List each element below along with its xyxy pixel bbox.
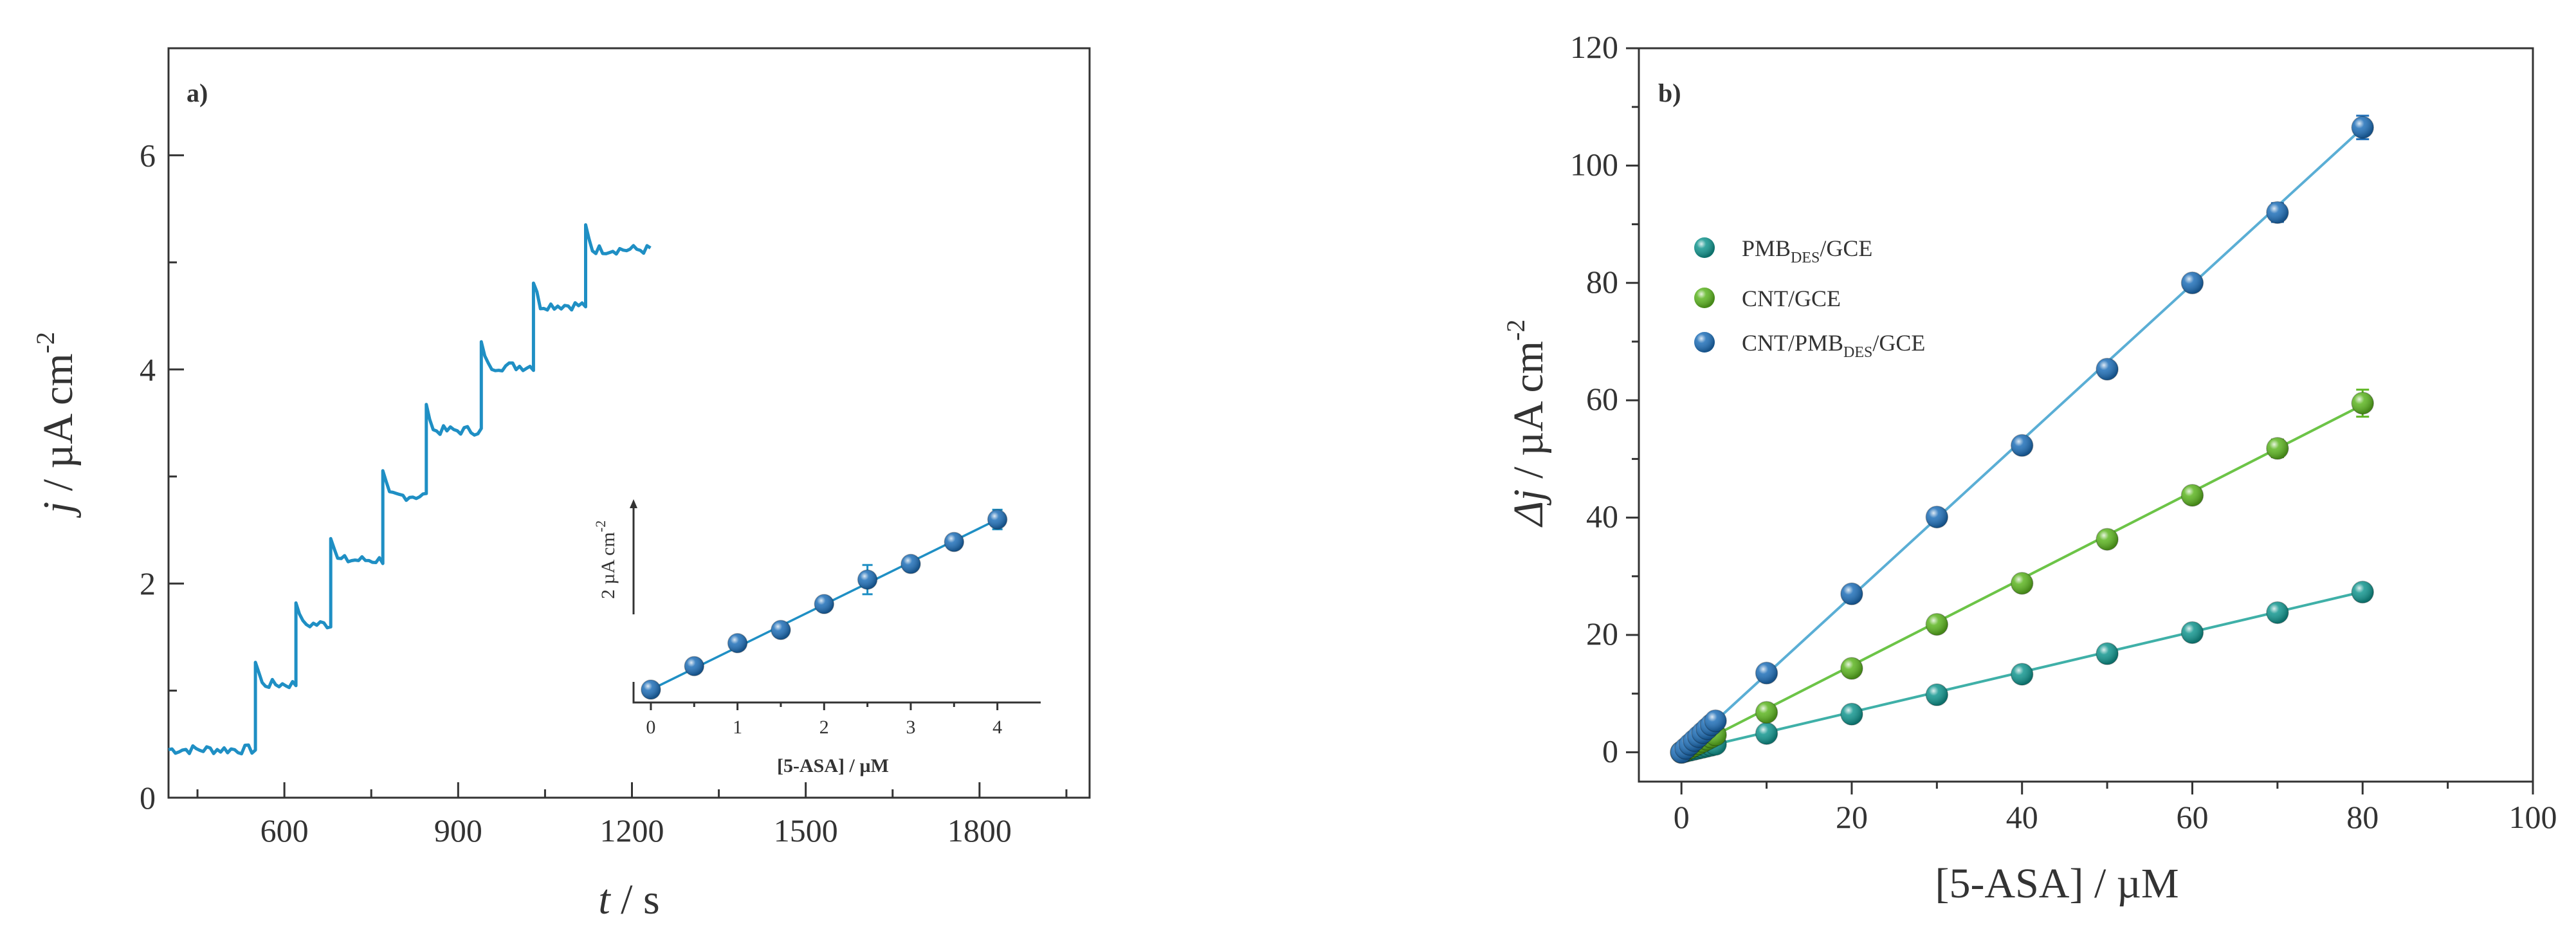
data-point-shine — [2181, 484, 2204, 506]
legend-marker-cnt-pmb-shine — [1694, 332, 1715, 353]
data-point-shine — [1755, 722, 1778, 745]
data-point-shine — [1755, 701, 1778, 724]
data-point-shine — [2011, 434, 2033, 457]
y-tick-label-60: 60 — [1586, 381, 1618, 417]
current-trace — [168, 223, 652, 756]
chart-b-xlabel: [5-ASA] / µM — [1935, 860, 2179, 907]
chart-b-panel-label: b) — [1658, 78, 1681, 107]
inset-x-tick-label-0: 0 — [646, 717, 655, 738]
y-tick-label-100: 100 — [1570, 146, 1618, 182]
legend-entry: CNT/PMBDES/GCE — [1694, 330, 1925, 361]
inset-point-shine — [900, 554, 920, 574]
series-2 — [1670, 115, 2374, 764]
inset-x-tick-label-4: 4 — [992, 717, 1002, 738]
legend-marker-pmb-shine — [1694, 237, 1715, 258]
y-tick-label-20: 20 — [1586, 616, 1618, 652]
x-tick-label-1800: 1800 — [947, 812, 1012, 849]
chart-a-xlabel: t / s — [598, 876, 659, 923]
inset-point-shine — [727, 633, 747, 653]
inset-point-shine — [987, 509, 1007, 529]
x-tick-label-1500: 1500 — [774, 812, 838, 849]
chart-b-legend: PMBDES/GCE CNT/GCE CNT/PMBDES/GCE — [1694, 235, 1925, 361]
inset-point-shine — [684, 656, 704, 676]
data-point-shine — [2352, 581, 2374, 603]
legend-label-cnt-pmb: CNT/PMBDES/GCE — [1742, 330, 1925, 361]
legend-entry: PMBDES/GCE — [1694, 235, 1872, 266]
data-point-shine — [2352, 116, 2374, 139]
inset-point-shine — [857, 570, 877, 589]
chart-b: b) 0 20 40 60 80 100 0 20 40 60 80 100 120 [5-ASA] /… — [1501, 29, 2557, 907]
chart-a-panel-label: a) — [187, 78, 208, 107]
inset-scale-bar-label: 2 µA cm-2 — [592, 520, 619, 599]
y-tick-label-120: 120 — [1570, 29, 1618, 65]
x-tick-label-1200: 1200 — [600, 812, 664, 849]
chart-b-ylabel: Δj / µA cm-2 — [1501, 320, 1552, 528]
data-point-shine — [1840, 703, 1863, 726]
x-tick-label-40: 40 — [2006, 799, 2038, 835]
y-tick-label-80: 80 — [1586, 264, 1618, 300]
inset-point-shine — [944, 532, 964, 552]
inset-x-tick-label-1: 1 — [733, 717, 742, 738]
data-point-shine — [2266, 601, 2288, 624]
chart-a-ylabel: j / µA cm-2 — [31, 332, 82, 518]
inset-point-shine — [641, 680, 661, 699]
y-tick-label-40: 40 — [1586, 499, 1618, 535]
chart-a-ticks: 600 900 1200 1500 1800 0 2 4 6 — [140, 137, 1068, 849]
inset-x-tick-label-2: 2 — [819, 717, 829, 738]
inset-xlabel: [5-ASA] / µM — [777, 755, 889, 776]
inset-axes — [632, 682, 1041, 704]
inset-point-shine — [814, 594, 834, 614]
legend-entry: CNT/GCE — [1694, 286, 1841, 311]
data-point-shine — [1926, 613, 1948, 636]
x-tick-label-900: 900 — [434, 812, 482, 849]
y-tick-label-4: 4 — [140, 351, 156, 387]
data-point-shine — [1926, 506, 1948, 528]
y-tick-label-0: 0 — [1602, 733, 1618, 769]
chart-b-frame — [1638, 47, 2534, 783]
data-point-shine — [2096, 528, 2119, 551]
inset-series — [641, 508, 1008, 700]
x-tick-label-20: 20 — [1836, 799, 1868, 835]
chart-b-ticks: 0 20 40 60 80 100 0 20 40 60 80 100 120 — [1570, 29, 2557, 835]
inset-x-tick-label-3: 3 — [906, 717, 915, 738]
x-tick-label-60: 60 — [2176, 799, 2208, 835]
data-point-shine — [2096, 643, 2119, 665]
data-point-shine — [2266, 201, 2288, 224]
y-tick-label-6: 6 — [140, 137, 156, 173]
legend-label-pmb: PMBDES/GCE — [1742, 235, 1872, 266]
chart-a-frame — [167, 47, 1091, 799]
data-point-shine — [2011, 663, 2033, 686]
chart-a-inset: 2 µA cm-2 0 1 2 3 4 [5-ASA] / µM — [592, 499, 1041, 776]
data-point-shine — [2352, 392, 2374, 414]
data-point-shine — [2096, 358, 2119, 380]
x-tick-label-0: 0 — [1674, 799, 1690, 835]
x-tick-label-100: 100 — [2509, 799, 2557, 835]
data-point-shine — [1840, 657, 1863, 679]
chart-b-series — [1670, 115, 2374, 764]
y-tick-label-2: 2 — [140, 565, 156, 601]
data-point-shine — [2266, 437, 2288, 459]
legend-label-cnt: CNT/GCE — [1742, 286, 1841, 311]
y-tick-label-0: 0 — [140, 780, 156, 816]
inset-ticks: 0 1 2 3 4 — [646, 702, 1002, 738]
x-tick-label-600: 600 — [260, 812, 309, 849]
data-point-shine — [1926, 684, 1948, 706]
legend-marker-cnt-shine — [1694, 288, 1715, 308]
inset-scale-bar-arrow — [630, 499, 637, 508]
data-point-shine — [1840, 583, 1863, 605]
chart-a-series — [168, 223, 652, 756]
x-tick-label-80: 80 — [2346, 799, 2379, 835]
data-point-shine — [1755, 662, 1778, 684]
data-point-shine — [2181, 271, 2204, 294]
data-point-shine — [2181, 621, 2204, 644]
chart-a: a) 600 900 1200 1500 1800 0 2 4 6 t / s j / µA c… — [31, 47, 1091, 923]
data-point-shine — [2011, 572, 2033, 594]
data-point-shine — [1704, 710, 1727, 732]
inset-point-shine — [771, 620, 790, 640]
